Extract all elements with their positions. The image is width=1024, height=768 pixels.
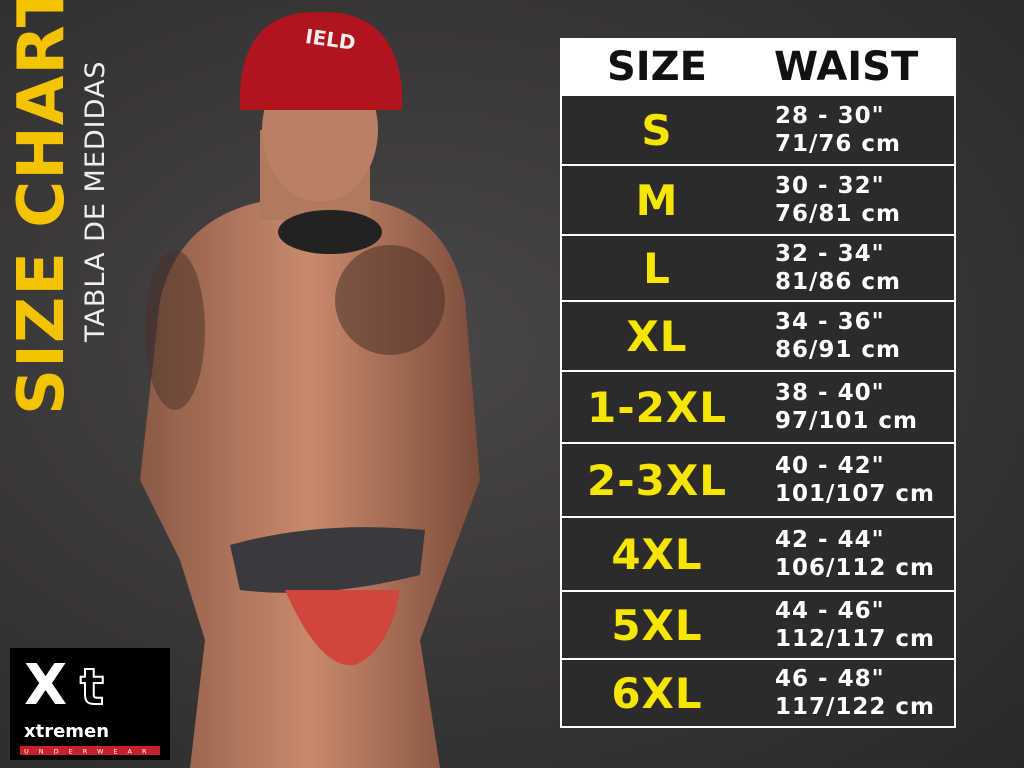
waist-cm: 81/86 cm xyxy=(775,269,902,295)
logo-mark-x: X xyxy=(24,653,67,718)
waist-inches: 42 - 44" xyxy=(775,527,885,553)
size-label: XL xyxy=(626,311,688,361)
size-label: 5XL xyxy=(611,600,703,650)
waist-value: 28 - 30" 71/76 cm xyxy=(752,102,901,158)
size-label: L xyxy=(643,243,671,293)
waist-inches: 46 - 48" xyxy=(775,666,885,692)
table-row: 6XL 46 - 48" 117/122 cm xyxy=(560,660,956,728)
waist-cm: 71/76 cm xyxy=(775,131,902,157)
table-row: XL 34 - 36" 86/91 cm xyxy=(560,302,956,372)
waist-inches: 34 - 36" xyxy=(775,309,885,335)
table-row: M 30 - 32" 76/81 cm xyxy=(560,166,956,236)
waist-cm: 112/117 cm xyxy=(775,626,936,652)
waist-cm: 76/81 cm xyxy=(775,201,902,227)
brand-logo: X t xtremen UNDERWEAR xyxy=(10,648,170,760)
size-label: 6XL xyxy=(611,668,703,718)
waist-value: 32 - 34" 81/86 cm xyxy=(752,240,901,296)
size-label: 2-3XL xyxy=(586,455,728,505)
size-label: 4XL xyxy=(611,529,703,579)
helmet xyxy=(240,11,402,110)
waist-cm: 97/101 cm xyxy=(775,408,919,434)
waist-inches: 32 - 34" xyxy=(775,241,885,267)
waist-header: WAIST xyxy=(774,44,919,90)
table-row: 4XL 42 - 44" 106/112 cm xyxy=(560,518,956,592)
model-photo: IELD xyxy=(140,11,480,768)
size-header: SIZE xyxy=(606,44,708,90)
title-text: SIZE CHART xyxy=(5,0,79,415)
table-row: L 32 - 34" 81/86 cm xyxy=(560,236,956,302)
waist-cm: 117/122 cm xyxy=(775,694,936,720)
waist-value: 44 - 46" 112/117 cm xyxy=(752,597,935,653)
size-label: 1-2XL xyxy=(586,382,728,432)
waist-value: 42 - 44" 106/112 cm xyxy=(752,526,935,582)
logo-tagline: UNDERWEAR xyxy=(24,748,156,756)
logo-brand: xtremen xyxy=(24,721,109,742)
size-label: S xyxy=(641,105,673,155)
table-row: 1-2XL 38 - 40" 97/101 cm xyxy=(560,372,956,444)
waist-value: 38 - 40" 97/101 cm xyxy=(752,379,918,435)
size-table: SIZE WAIST S 28 - 30" 71/76 cm M 30 - 32" 7… xyxy=(560,38,956,728)
waist-cm: 86/91 cm xyxy=(775,337,902,363)
waist-value: 40 - 42" 101/107 cm xyxy=(752,452,935,508)
table-row: 2-3XL 40 - 42" 101/107 cm xyxy=(560,444,956,518)
subtitle: TABLA DE MEDIDAS xyxy=(80,60,111,342)
table-row: 5XL 44 - 46" 112/117 cm xyxy=(560,592,956,660)
waist-inches: 28 - 30" xyxy=(775,103,885,129)
waist-value: 46 - 48" 117/122 cm xyxy=(752,665,935,721)
waist-value: 34 - 36" 86/91 cm xyxy=(752,308,901,364)
waist-cm: 106/112 cm xyxy=(775,555,936,581)
waist-inches: 30 - 32" xyxy=(775,173,885,199)
waist-inches: 40 - 42" xyxy=(775,453,885,479)
waist-inches: 44 - 46" xyxy=(775,598,885,624)
size-chart-title: SIZE CHART xyxy=(5,0,79,415)
table-header: SIZE WAIST xyxy=(560,38,956,96)
logo-mark-t: t xyxy=(80,658,104,716)
waist-inches: 38 - 40" xyxy=(775,380,885,406)
table-row: S 28 - 30" 71/76 cm xyxy=(560,96,956,166)
waist-value: 30 - 32" 76/81 cm xyxy=(752,172,901,228)
size-label: M xyxy=(635,175,679,225)
waist-cm: 101/107 cm xyxy=(775,481,936,507)
